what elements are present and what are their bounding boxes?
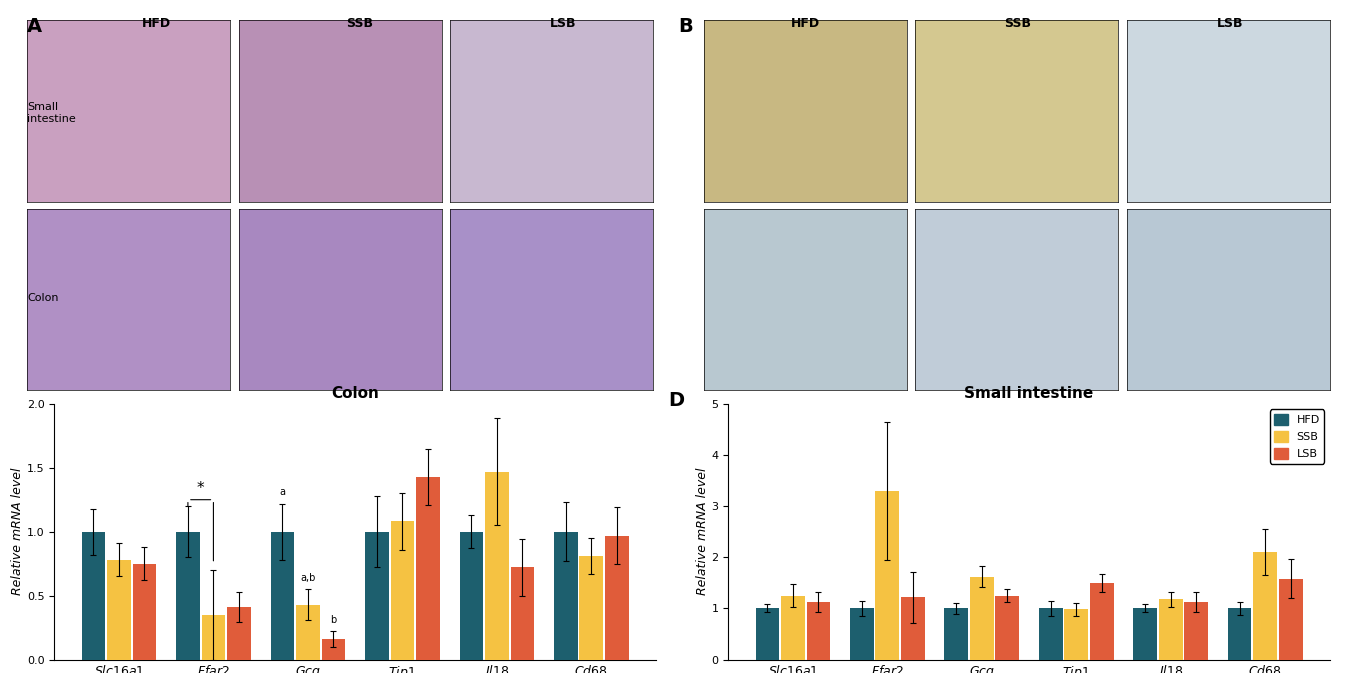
Bar (133, 564, 156, 660)
Text: SSB: SSB (1004, 17, 1031, 30)
Y-axis label: Relative mRNA level: Relative mRNA level (11, 468, 24, 596)
Bar (296, 604, 320, 660)
Bar (391, 522, 414, 660)
Bar (107, 560, 130, 660)
Bar (322, 639, 345, 660)
Text: B: B (678, 17, 693, 36)
Text: LSB: LSB (1217, 17, 1243, 30)
Bar (579, 556, 603, 660)
Text: Colon: Colon (27, 293, 58, 303)
Y-axis label: Relative mRNA level: Relative mRNA level (696, 468, 708, 596)
Bar (270, 532, 294, 660)
Bar (1133, 608, 1158, 660)
Bar (484, 472, 509, 660)
Bar (460, 532, 483, 660)
Bar (1254, 552, 1277, 660)
Legend: HFD, SSB, LSB: HFD, SSB, LSB (1270, 409, 1324, 464)
Bar (756, 608, 779, 660)
Bar (510, 567, 535, 660)
Bar (849, 608, 874, 660)
Bar (554, 532, 578, 660)
Bar (1090, 583, 1114, 660)
Bar (1159, 599, 1182, 660)
Bar (944, 608, 968, 660)
Text: HFD: HFD (141, 17, 171, 30)
Text: *: * (197, 481, 205, 496)
Text: A: A (27, 17, 42, 36)
Bar (1185, 602, 1208, 660)
Bar (1039, 608, 1063, 660)
Bar (227, 607, 251, 660)
Bar (176, 532, 199, 660)
Bar (1228, 608, 1251, 660)
Text: a,b: a,b (300, 573, 316, 583)
Bar (81, 532, 106, 660)
Text: LSB: LSB (550, 17, 577, 30)
Text: Small
intestine: Small intestine (27, 102, 76, 124)
Text: SSB: SSB (346, 17, 373, 30)
Text: HFD: HFD (791, 17, 820, 30)
Bar (365, 532, 388, 660)
Text: a: a (280, 487, 285, 497)
Title: Colon: Colon (331, 386, 379, 401)
Bar (901, 597, 924, 660)
Bar (875, 491, 900, 660)
Text: b: b (330, 615, 337, 625)
Bar (417, 476, 440, 660)
Bar (1278, 579, 1303, 660)
Bar (202, 615, 225, 660)
Bar (806, 602, 830, 660)
Title: Small intestine: Small intestine (965, 386, 1094, 401)
Bar (996, 596, 1019, 660)
Bar (605, 536, 628, 660)
Text: D: D (668, 391, 684, 410)
Bar (970, 577, 993, 660)
Bar (782, 596, 805, 660)
Bar (1064, 610, 1088, 660)
